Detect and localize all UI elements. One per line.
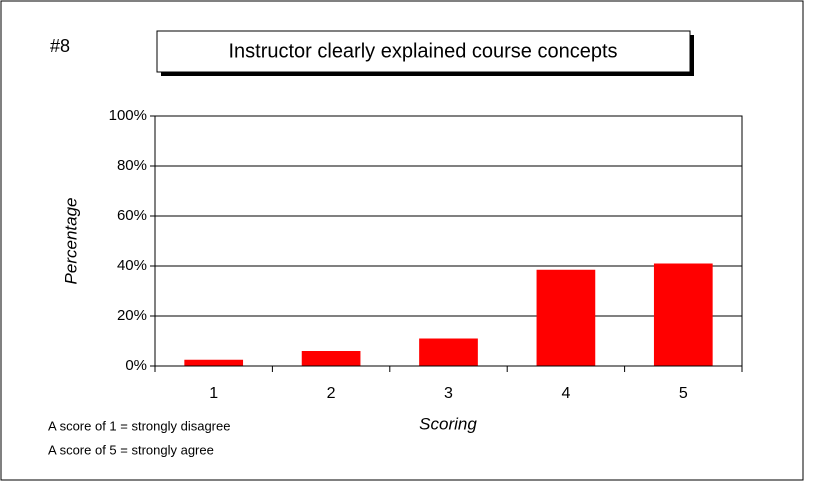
x-tick-label: 5 [679,385,688,402]
chart-title: Instructor clearly explained course conc… [228,40,617,62]
note: A score of 1 = strongly disagree [48,418,230,433]
y-tick-label: 60% [117,207,147,224]
bar [536,269,596,366]
y-tick-label: 0% [125,357,147,374]
y-tick-label: 80% [117,157,147,174]
x-tick-label: 2 [327,385,336,402]
x-tick-label: 3 [444,385,453,402]
y-tick-label: 100% [109,107,147,124]
title-box [156,30,691,73]
chart-number: #8 [50,36,70,56]
y-tick-label: 20% [117,307,147,324]
bar [653,263,713,366]
y-tick-label: 40% [117,257,147,274]
y-axis-label: Percentage [61,198,80,285]
note: A score of 5 = strongly agree [48,442,214,457]
plot-area [154,115,743,367]
x-tick-label: 1 [209,385,218,402]
bar [301,351,361,366]
x-tick-label: 4 [561,385,570,402]
bar [419,338,478,366]
bar [184,359,244,366]
x-axis-label: Scoring [419,414,477,433]
